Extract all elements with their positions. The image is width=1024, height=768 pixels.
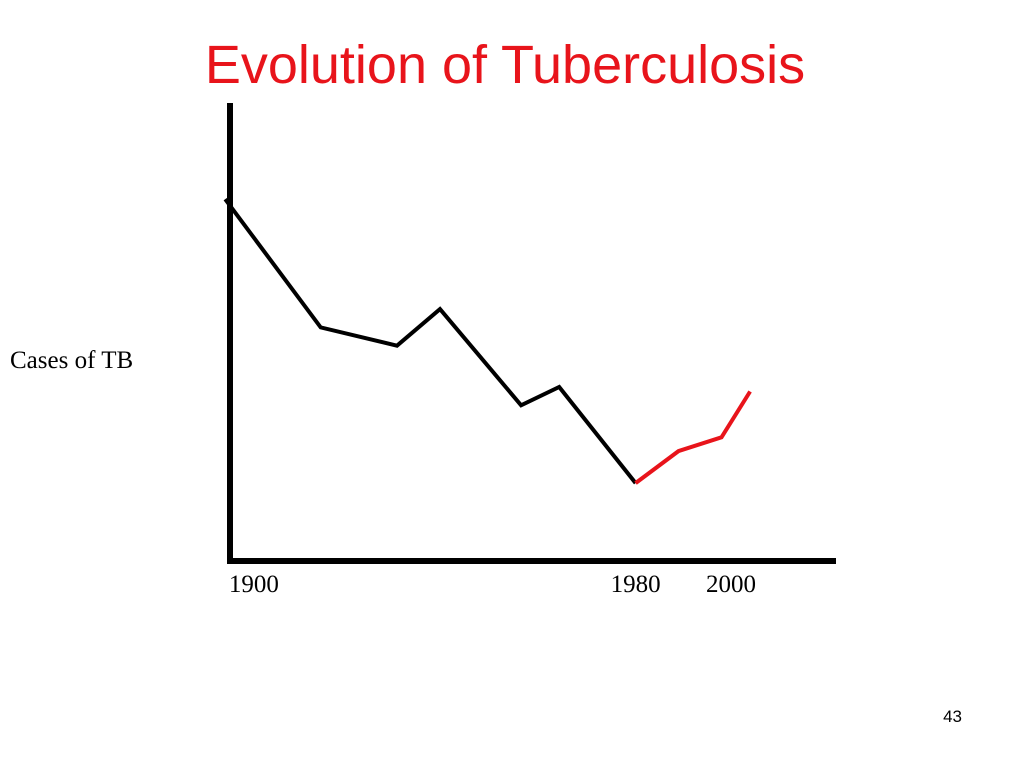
y-axis-label: Cases of TB (10, 347, 134, 374)
x-tick-label-2000: 2000 (706, 571, 756, 598)
x-tick-label-1900: 1900 (229, 571, 279, 598)
series-lines (223, 198, 752, 485)
page-number: 43 (943, 707, 962, 726)
slide-title: Evolution of Tuberculosis (204, 35, 806, 95)
x-tick-labels: 1900 1980 2000 (229, 571, 756, 598)
series-line-1 (223, 198, 638, 485)
series-line-2 (634, 390, 752, 485)
x-tick-label-1980: 1980 (611, 571, 661, 598)
axes (227, 103, 836, 564)
